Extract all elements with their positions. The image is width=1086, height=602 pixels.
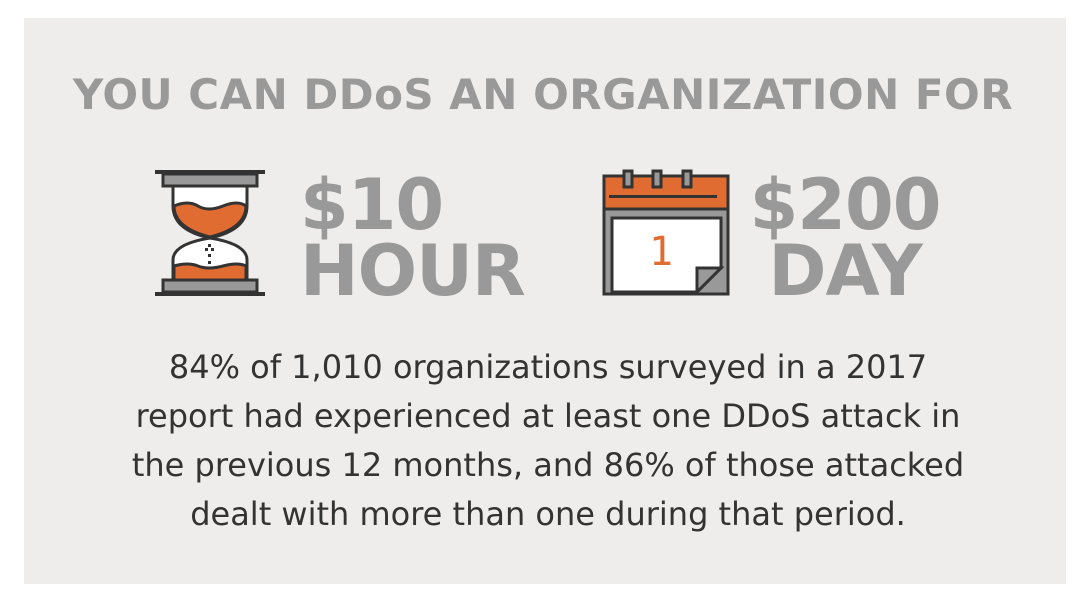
body-line: dealt with more than one during that per…: [190, 495, 906, 533]
calendar-icon: 1: [602, 169, 730, 296]
hour-unit: HOUR: [300, 230, 526, 312]
body-text: 84% of 1,010 organizations surveyed in a…: [0, 343, 1086, 539]
headline: YOU CAN DDoS AN ORGANIZATION FOR: [72, 70, 1014, 119]
infographic-card: [24, 18, 1066, 584]
hour-price: $10: [300, 164, 444, 246]
day-unit: DAY: [768, 230, 922, 312]
body-line: 84% of 1,010 organizations surveyed in a…: [168, 348, 928, 386]
body-line: report had experienced at least one DDoS…: [135, 397, 961, 435]
body-line: the previous 12 months, and 86% of those…: [131, 446, 965, 484]
day-price: $200: [749, 164, 942, 246]
calendar-number: 1: [649, 229, 673, 275]
day-price-block: $200 DAY: [745, 164, 945, 312]
hour-price-block: $10 HOUR: [300, 164, 526, 312]
hourglass-icon: [155, 170, 265, 296]
